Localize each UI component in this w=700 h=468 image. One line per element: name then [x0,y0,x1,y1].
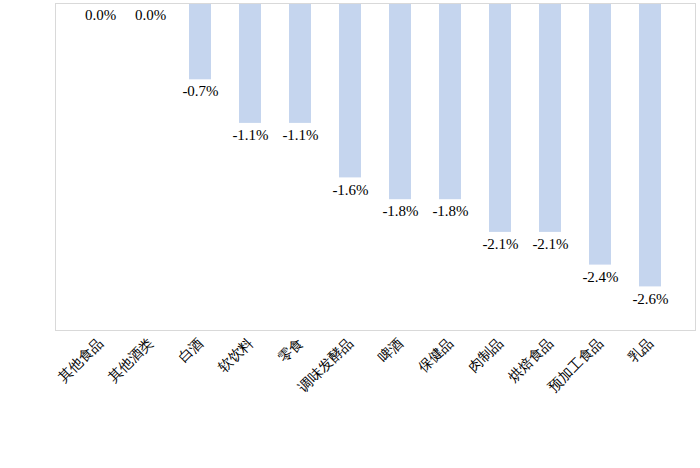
svg-text:白酒: 白酒 [175,335,205,365]
svg-text:预加工食品: 预加工食品 [546,335,606,395]
svg-text:-2.1%: -2.1% [532,236,568,252]
svg-text:软饮料: 软饮料 [215,335,255,375]
svg-text:-0.7%: -0.7% [182,83,218,99]
svg-text:-1.1%: -1.1% [232,127,268,143]
svg-text:-1.1%: -1.1% [282,127,318,143]
svg-text:-2.6%: -2.6% [632,291,668,307]
svg-text:-1.8%: -1.8% [432,203,468,219]
svg-text:保健品: 保健品 [415,335,455,375]
svg-text:0.0%: 0.0% [135,7,166,23]
svg-text:啤酒: 啤酒 [375,335,405,365]
svg-text:调味发酵品: 调味发酵品 [296,335,356,395]
svg-text:其他食品: 其他食品 [56,335,106,385]
svg-text:零食: 零食 [275,335,305,365]
svg-text:乳品: 乳品 [625,335,655,365]
svg-text:-1.6%: -1.6% [332,182,368,198]
svg-text:其他酒类: 其他酒类 [106,335,156,385]
svg-text:-2.1%: -2.1% [482,236,518,252]
svg-text:-1.8%: -1.8% [382,203,418,219]
svg-text:0.0%: 0.0% [85,7,116,23]
svg-text:烘焙食品: 烘焙食品 [506,335,556,385]
svg-text:肉制品: 肉制品 [465,335,505,375]
svg-text:-2.4%: -2.4% [582,269,618,285]
